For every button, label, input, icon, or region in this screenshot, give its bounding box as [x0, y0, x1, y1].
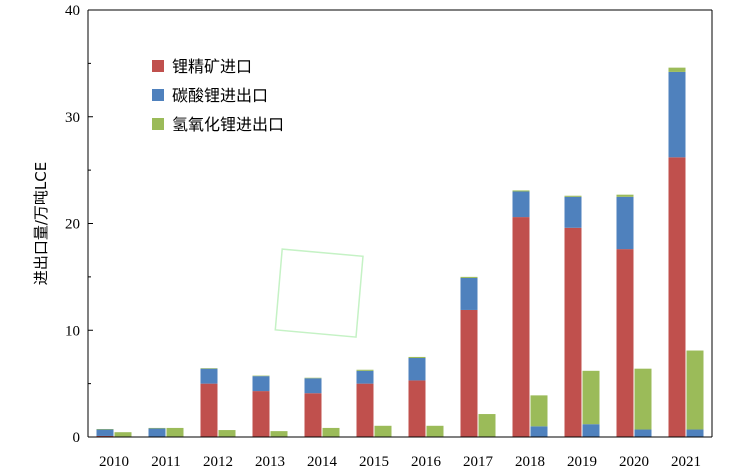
- bar-2018-series-4: [530, 395, 548, 427]
- x-tick-label: 2020: [619, 454, 649, 470]
- bar-2012-series-4: [218, 430, 236, 437]
- bar-2021-series-0: [668, 157, 686, 437]
- bar-2013-series-0: [252, 391, 270, 437]
- bar-2012-series-2: [200, 368, 218, 369]
- bar-2012-series-0: [200, 383, 218, 438]
- bar-2010-series-4: [114, 432, 132, 437]
- y-axis-ticks: 0 10 20 30 40: [65, 3, 93, 446]
- bar-2018-series-3: [530, 426, 548, 437]
- bar-2018-series-2: [512, 190, 530, 192]
- bar-2016-series-4: [426, 425, 444, 437]
- x-tick-label: 2013: [255, 454, 285, 470]
- y-tick-label: 30: [65, 110, 80, 126]
- bar-2018-series-1: [512, 191, 530, 218]
- x-tick-label: 2012: [203, 454, 233, 470]
- bar-2020-series-2: [616, 194, 634, 197]
- watermark: ◆: [211, 179, 413, 388]
- bar-2017-series-4: [478, 414, 496, 437]
- bar-2020-series-1: [616, 196, 634, 250]
- y-tick-label: 0: [73, 430, 81, 446]
- legend-label: 氢氧化锂进出口: [172, 115, 284, 134]
- watermark-mark: ◆: [211, 180, 411, 387]
- bar-2014-series-2: [304, 377, 322, 379]
- bar-2015-series-4: [374, 425, 392, 437]
- bars-layer: [96, 67, 704, 438]
- bar-2020-series-4: [634, 368, 652, 430]
- bar-2013-series-4: [270, 431, 288, 437]
- bar-2013-series-1: [252, 376, 270, 392]
- bar-2014-series-1: [304, 378, 322, 394]
- bar-2019-series-2: [564, 195, 582, 197]
- x-tick-label: 2017: [463, 454, 494, 470]
- bar-2015-series-2: [356, 369, 374, 371]
- bar-2013-series-2: [252, 375, 270, 377]
- bar-2017-series-0: [460, 309, 478, 437]
- bar-2017-series-2: [460, 276, 478, 278]
- bar-2012-series-1: [200, 368, 218, 384]
- x-tick-label: 2021: [671, 454, 701, 470]
- bar-2019-series-3: [582, 424, 600, 437]
- bar-2020-series-0: [616, 249, 634, 437]
- x-tick-label: 2010: [99, 454, 129, 470]
- bar-2018-series-0: [512, 217, 530, 437]
- bar-2015-series-1: [356, 370, 374, 384]
- bar-2017-series-1: [460, 277, 478, 310]
- x-tick-label: 2018: [515, 454, 545, 470]
- bar-2021-series-2: [668, 67, 686, 72]
- bar-2015-series-0: [356, 383, 374, 438]
- y-tick-label: 10: [65, 323, 80, 339]
- y-tick-label: 40: [65, 3, 80, 19]
- x-tick-label: 2016: [411, 454, 442, 470]
- y-tick-label: 20: [65, 217, 80, 233]
- bar-2019-series-4: [582, 370, 600, 425]
- legend-swatch: [152, 60, 164, 72]
- bar-2016-series-0: [408, 380, 426, 437]
- legend-swatch: [152, 89, 164, 101]
- bar-2016-series-1: [408, 358, 426, 381]
- bar-2011-series-2: [148, 427, 166, 429]
- x-tick-label: 2015: [359, 454, 389, 470]
- legend-swatch: [152, 118, 164, 130]
- bar-2014-series-4: [322, 427, 340, 437]
- y-axis-title: 进出口量/万吨LCE: [32, 162, 50, 285]
- bar-2019-series-1: [564, 196, 582, 228]
- bar-2020-series-3: [634, 429, 652, 437]
- bar-2010-series-0: [96, 435, 114, 437]
- bar-2011-series-1: [148, 428, 166, 437]
- bar-2011-series-4: [166, 427, 184, 437]
- legend-label: 锂精矿进口: [172, 57, 252, 76]
- bar-2021-series-1: [668, 71, 686, 158]
- bar-2016-series-2: [408, 356, 426, 359]
- x-tick-label: 2019: [567, 454, 597, 470]
- bar-2021-series-3: [686, 429, 704, 437]
- x-tick-label: 2011: [151, 454, 180, 470]
- x-axis-ticks: 2010 2011 2012 2013 2014 2015 2016 2017 2018 2019…: [99, 454, 701, 470]
- x-tick-label: 2014: [307, 454, 338, 470]
- bar-2021-series-4: [686, 350, 704, 430]
- bar-2010-series-2: [96, 428, 114, 430]
- bar-2014-series-0: [304, 393, 322, 437]
- bar-2019-series-0: [564, 227, 582, 437]
- legend-label: 碳酸锂进出口: [172, 86, 268, 105]
- bar-2010-series-1: [96, 429, 114, 436]
